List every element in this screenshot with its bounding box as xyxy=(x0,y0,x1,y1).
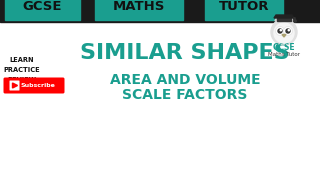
Text: SIMILAR SHAPES: SIMILAR SHAPES xyxy=(80,43,290,63)
Bar xyxy=(95,0,183,20)
Circle shape xyxy=(271,19,297,45)
Bar xyxy=(277,18,291,21)
Text: AREA AND VOLUME: AREA AND VOLUME xyxy=(110,73,260,87)
Circle shape xyxy=(284,28,292,35)
Text: Maths Tutor: Maths Tutor xyxy=(268,51,300,57)
Text: PRACTICE: PRACTICE xyxy=(4,67,40,73)
Bar xyxy=(0,0,320,22)
Circle shape xyxy=(288,30,289,31)
Circle shape xyxy=(276,28,284,35)
FancyBboxPatch shape xyxy=(4,78,65,93)
Text: SCALE FACTORS: SCALE FACTORS xyxy=(122,88,248,102)
Polygon shape xyxy=(12,83,18,88)
Polygon shape xyxy=(290,17,293,21)
Circle shape xyxy=(286,29,290,33)
Text: GCSE: GCSE xyxy=(273,44,295,53)
Text: TUTOR: TUTOR xyxy=(219,0,269,12)
Polygon shape xyxy=(282,35,286,37)
Text: Subscribe: Subscribe xyxy=(20,83,55,88)
Text: GCSE: GCSE xyxy=(22,0,62,12)
Circle shape xyxy=(284,27,292,35)
Circle shape xyxy=(294,20,296,22)
Text: LEARN: LEARN xyxy=(10,57,34,63)
Bar xyxy=(205,0,283,20)
Polygon shape xyxy=(275,17,278,21)
Circle shape xyxy=(280,30,281,31)
Bar xyxy=(4,0,79,20)
Circle shape xyxy=(276,27,284,35)
Polygon shape xyxy=(274,15,294,18)
Text: REVIEW: REVIEW xyxy=(7,77,36,83)
FancyBboxPatch shape xyxy=(10,80,20,91)
Circle shape xyxy=(274,23,294,43)
Circle shape xyxy=(278,29,282,33)
Text: MATHS: MATHS xyxy=(113,0,165,12)
